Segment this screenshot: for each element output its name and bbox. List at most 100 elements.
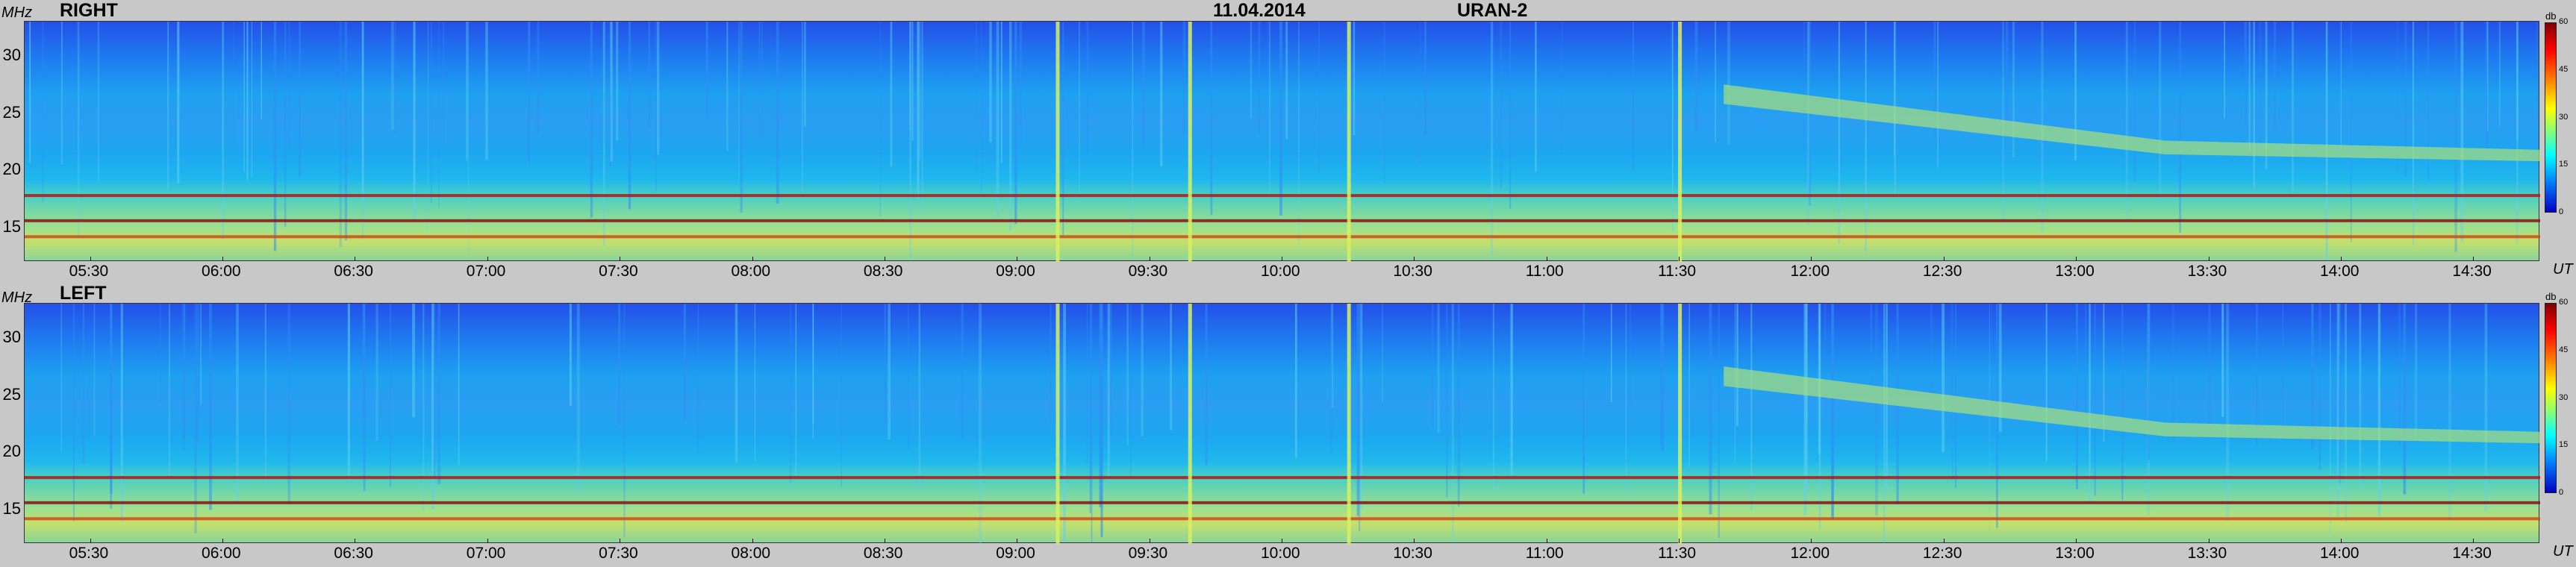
noise-streak: [288, 22, 290, 150]
noise-streak: [802, 22, 803, 193]
noise-streak: [1086, 22, 1089, 154]
xaxis-unit-right: UT: [2553, 261, 2573, 278]
xtick-mark: [1943, 257, 1945, 261]
noise-streak: [438, 22, 440, 208]
noise-streak: [194, 304, 197, 533]
noise-streak: [1937, 22, 1939, 168]
xtick-label: 14:30: [2452, 545, 2492, 562]
noise-streak: [110, 304, 113, 494]
noise-streak: [735, 304, 738, 463]
noise-streak: [2274, 22, 2276, 131]
noise-streak: [2103, 304, 2105, 442]
noise-streak: [628, 22, 631, 210]
colorbar-tick-label: 45: [2559, 64, 2569, 74]
noise-streak: [1806, 304, 1808, 489]
noise-streak: [1509, 22, 1512, 209]
noise-streak: [528, 22, 530, 163]
noise-streak: [1952, 304, 1953, 480]
xtick-label: 10:30: [1393, 263, 1432, 280]
noise-streak: [1535, 22, 1537, 172]
noise-streak: [921, 22, 923, 213]
noise-streak: [2350, 22, 2352, 242]
noise-streak: [1942, 304, 1945, 453]
noise-streak: [1883, 304, 1886, 543]
noise-streak: [1318, 22, 1320, 174]
noise-streak: [1671, 22, 1674, 232]
xtick-label: 09:00: [996, 545, 1035, 562]
xtick-label: 11:30: [1658, 545, 1697, 562]
burst-line: [1188, 304, 1192, 544]
noise-streak: [458, 304, 460, 466]
spectrogram-features: [25, 304, 2540, 544]
xtick-mark: [1811, 539, 1812, 543]
noise-streak: [1141, 304, 1144, 436]
xtick-mark: [752, 539, 753, 543]
yaxis-unit-right: MHz: [1, 4, 33, 21]
noise-streak: [264, 304, 266, 486]
burst-line: [1347, 22, 1351, 262]
noise-streak: [740, 22, 743, 213]
noise-streak: [1132, 22, 1133, 258]
noise-streak: [1803, 304, 1807, 516]
xtick-label: 11:30: [1658, 263, 1697, 280]
colorbar-tick-label: 60: [2559, 17, 2569, 26]
noise-streak: [362, 304, 365, 417]
noise-streak: [2486, 22, 2489, 154]
noise-streak: [2244, 22, 2247, 125]
noise-streak: [1086, 304, 1088, 465]
noise-streak: [2172, 304, 2174, 442]
noise-streak: [243, 22, 245, 172]
noise-streak: [537, 22, 540, 135]
noise-streak: [648, 22, 650, 128]
noise-streak: [209, 304, 212, 510]
noise-streak: [2338, 304, 2341, 484]
noise-streak: [1360, 304, 1363, 510]
noise-streak: [917, 22, 920, 201]
panel-title-right: RIGHT: [60, 0, 118, 21]
noise-streak: [1437, 304, 1440, 433]
noise-streak: [1269, 22, 1270, 199]
noise-streak: [738, 22, 740, 183]
noise-streak: [363, 304, 366, 491]
xaxis-unit-left: UT: [2553, 543, 2573, 560]
noise-streak: [273, 22, 277, 251]
noise-streak: [466, 22, 469, 160]
xtick-label: 06:00: [202, 545, 241, 562]
noise-streak: [812, 304, 814, 424]
noise-streak: [1950, 304, 1952, 425]
xtick-label: 09:30: [1128, 263, 1168, 280]
noise-streak: [1500, 22, 1503, 189]
noise-streak: [1510, 304, 1513, 474]
noise-streak: [1267, 22, 1268, 158]
noise-streak: [776, 22, 779, 204]
xtick-label: 12:30: [1922, 545, 1962, 562]
noise-streak: [1050, 304, 1052, 425]
colorbar-unit-right: db: [2545, 10, 2557, 22]
xtick-label: 12:00: [1790, 545, 1830, 562]
noise-streak: [1718, 304, 1720, 538]
noise-streak: [1160, 22, 1163, 167]
noise-streak: [2159, 22, 2162, 200]
noise-streak: [1998, 304, 2002, 433]
xtick-label: 10:00: [1261, 545, 1300, 562]
interference-band: [25, 235, 2540, 239]
noise-streak: [705, 22, 708, 119]
noise-streak: [2448, 304, 2451, 521]
xtick-label: 13:30: [2187, 263, 2227, 280]
noise-streak: [2484, 304, 2488, 512]
noise-streak: [160, 304, 161, 402]
xtick-mark: [90, 539, 91, 543]
noise-streak: [804, 22, 806, 127]
noise-streak: [110, 304, 113, 509]
noise-streak: [77, 22, 80, 238]
xtick-label: 08:30: [863, 545, 903, 562]
noise-streak: [73, 304, 75, 521]
burst-line: [1055, 22, 1060, 262]
xtick-label: 13:00: [2055, 263, 2095, 280]
noise-streak: [177, 22, 180, 184]
date-label: 11.04.2014: [1213, 0, 1306, 21]
ytick-label: 15: [2, 499, 21, 518]
noise-streak: [390, 22, 394, 130]
noise-streak: [1014, 22, 1017, 225]
xtick-mark: [2076, 539, 2077, 543]
